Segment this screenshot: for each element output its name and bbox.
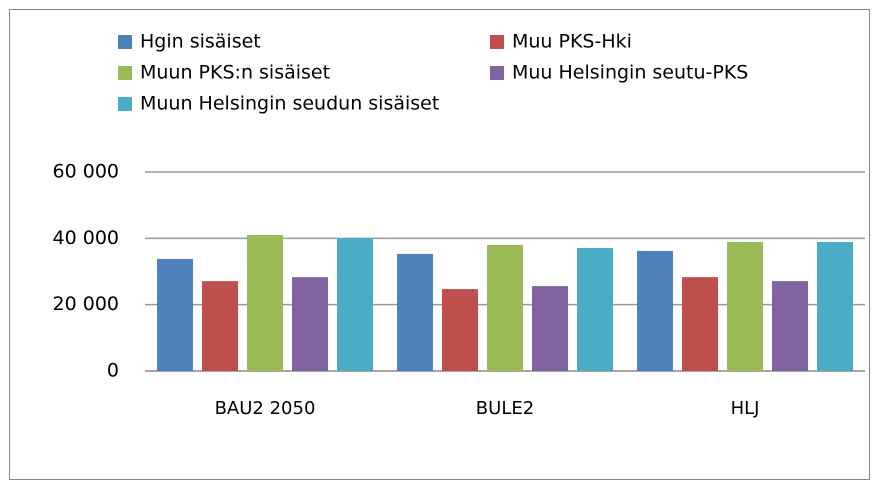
bar — [577, 247, 613, 371]
legend-label: Muun Helsingin seudun sisäiset — [140, 93, 439, 115]
legend-label: Muun PKS:n sisäiset — [140, 62, 330, 84]
bar — [727, 241, 763, 371]
x-tick-label: BAU2 2050 — [215, 398, 316, 419]
legend-swatch — [118, 35, 132, 49]
x-tick-label: HLJ — [731, 398, 760, 419]
bar — [157, 258, 193, 371]
y-tick-label: 20 000 — [53, 293, 119, 315]
bar — [247, 235, 283, 371]
legend-label: Hgin sisäiset — [140, 31, 261, 53]
legend-label: Muu Helsingin seutu-PKS — [512, 62, 748, 84]
y-tick-label: 0 — [107, 360, 119, 382]
bar — [817, 241, 853, 371]
bar — [637, 250, 673, 371]
y-tick-label: 40 000 — [53, 227, 119, 249]
legend-swatch — [490, 66, 504, 80]
bar — [532, 286, 568, 371]
x-tick-label: BULE2 — [476, 398, 534, 419]
bar — [397, 253, 433, 371]
legend-swatch — [118, 97, 132, 111]
bar — [487, 244, 523, 371]
bar — [772, 281, 808, 371]
bar — [202, 281, 238, 371]
chart-frame — [9, 9, 870, 480]
bar — [442, 289, 478, 371]
legend-label: Muu PKS-Hki — [512, 31, 632, 53]
bar — [292, 277, 328, 371]
legend-swatch — [490, 35, 504, 49]
bar — [682, 277, 718, 371]
bar — [337, 238, 373, 371]
y-tick-label: 60 000 — [53, 161, 119, 183]
legend-swatch — [118, 66, 132, 80]
